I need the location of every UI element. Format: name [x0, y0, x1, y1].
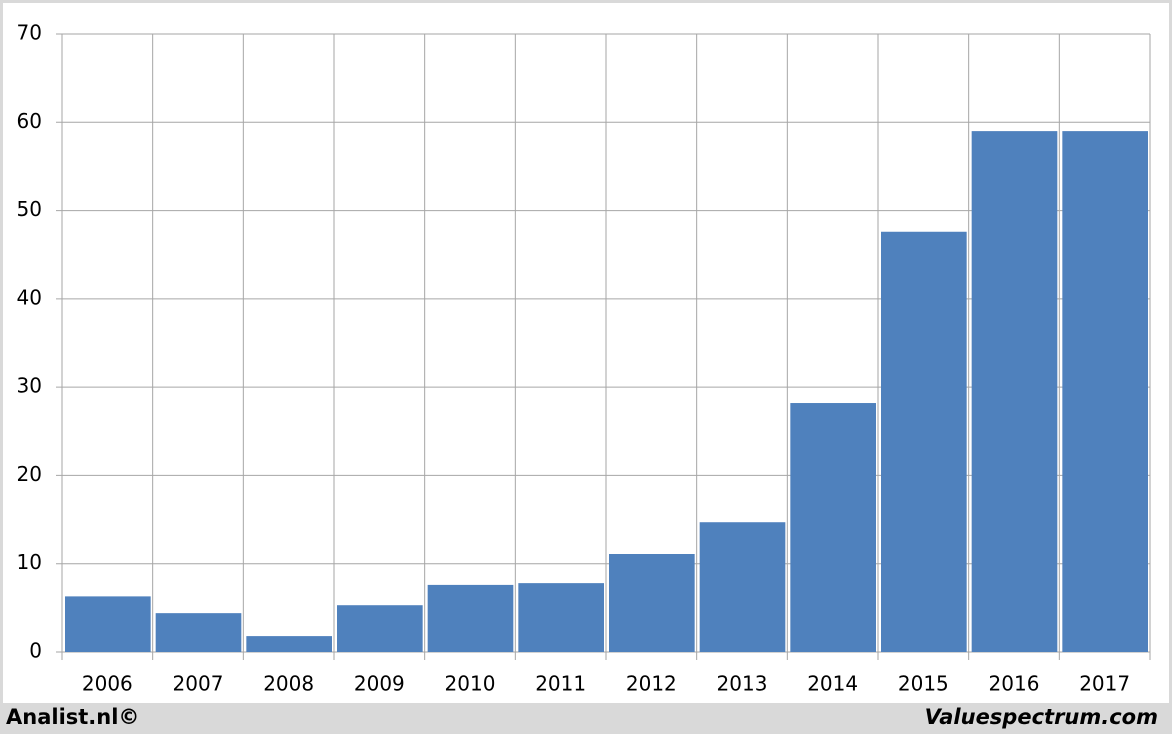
- bar: [790, 403, 876, 652]
- x-tick-label: 2012: [626, 672, 677, 696]
- y-tick-label: 60: [17, 109, 42, 133]
- bar: [518, 583, 604, 652]
- x-tick-label: 2010: [445, 672, 496, 696]
- bar: [427, 584, 514, 652]
- x-tick-label: 2006: [82, 672, 133, 696]
- bar: [609, 554, 695, 652]
- y-tick-label: 20: [17, 462, 42, 486]
- x-tick-label: 2008: [263, 672, 314, 696]
- y-tick-label: 0: [29, 639, 42, 663]
- x-tick-label: 2011: [535, 672, 586, 696]
- bar: [699, 522, 786, 652]
- bar: [1062, 131, 1148, 653]
- footer-left: Analist.nl©: [6, 705, 139, 729]
- bar: [246, 636, 332, 652]
- y-tick-label: 50: [17, 197, 42, 221]
- x-tick-label: 2014: [807, 672, 858, 696]
- bar: [971, 131, 1058, 653]
- x-tick-label: 2016: [989, 672, 1040, 696]
- bar: [155, 613, 242, 652]
- x-tick-label: 2017: [1079, 672, 1130, 696]
- x-tick-label: 2015: [898, 672, 949, 696]
- y-tick-label: 30: [17, 374, 42, 398]
- footer-right: Valuespectrum.com: [925, 705, 1158, 729]
- x-tick-label: 2009: [354, 672, 405, 696]
- bar: [881, 231, 967, 652]
- bar: [337, 605, 423, 652]
- y-tick-label: 70: [17, 21, 42, 45]
- y-tick-label: 10: [17, 550, 42, 574]
- x-tick-label: 2007: [173, 672, 224, 696]
- x-tick-label: 2013: [717, 672, 768, 696]
- bar: [65, 596, 151, 652]
- y-tick-label: 40: [17, 285, 42, 309]
